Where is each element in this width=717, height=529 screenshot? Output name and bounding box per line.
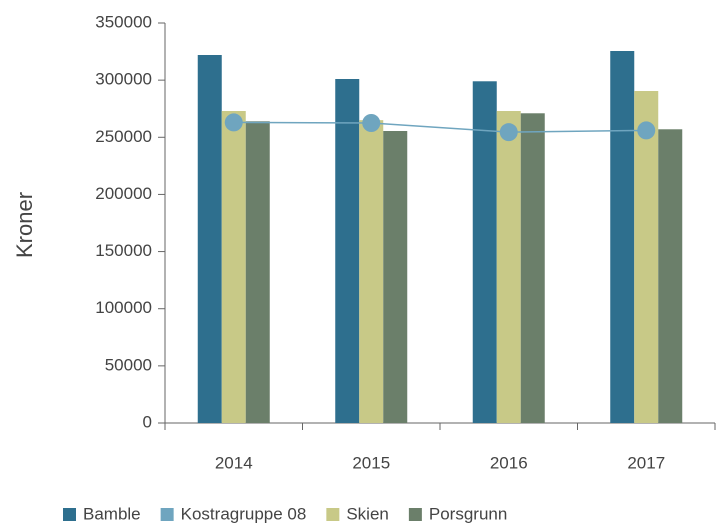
line-point xyxy=(224,113,243,132)
legend-swatch xyxy=(160,508,174,521)
bar xyxy=(221,111,246,423)
y-tick-label: 200000 xyxy=(95,184,152,203)
legend-label: Bamble xyxy=(83,504,141,523)
legend-swatch xyxy=(408,508,422,521)
line xyxy=(233,121,647,133)
legend-label: Kostragruppe 08 xyxy=(181,504,307,523)
y-tick-label: 250000 xyxy=(95,127,152,146)
y-tick-label: 300000 xyxy=(95,70,152,89)
y-tick-label: 100000 xyxy=(95,298,152,317)
x-tick-label: 2016 xyxy=(490,453,528,472)
legend-label: Skien xyxy=(346,504,389,523)
bar xyxy=(359,120,384,424)
bar xyxy=(383,131,408,423)
bar xyxy=(634,91,659,423)
x-tick-label: 2015 xyxy=(352,453,390,472)
bar xyxy=(335,79,360,423)
bar xyxy=(610,51,635,423)
bar xyxy=(496,111,521,423)
legend-swatch xyxy=(63,508,76,521)
bar xyxy=(197,55,222,423)
line-point xyxy=(637,121,656,140)
x-tick-label: 2017 xyxy=(627,453,665,472)
y-axis-label: Kroner xyxy=(12,192,37,258)
line-point xyxy=(362,114,381,132)
line-point xyxy=(499,123,518,142)
y-tick-label: 350000 xyxy=(95,12,152,31)
bar xyxy=(520,113,545,424)
y-tick-label: 50000 xyxy=(105,355,152,374)
x-tick-label: 2014 xyxy=(215,453,253,472)
legend-swatch xyxy=(326,508,340,521)
legend-label: Porsgrunn xyxy=(429,504,507,523)
bar xyxy=(472,81,497,424)
bar xyxy=(245,121,270,424)
y-tick-label: 0 xyxy=(143,412,152,431)
bar xyxy=(658,129,683,424)
y-tick-label: 150000 xyxy=(95,241,152,260)
